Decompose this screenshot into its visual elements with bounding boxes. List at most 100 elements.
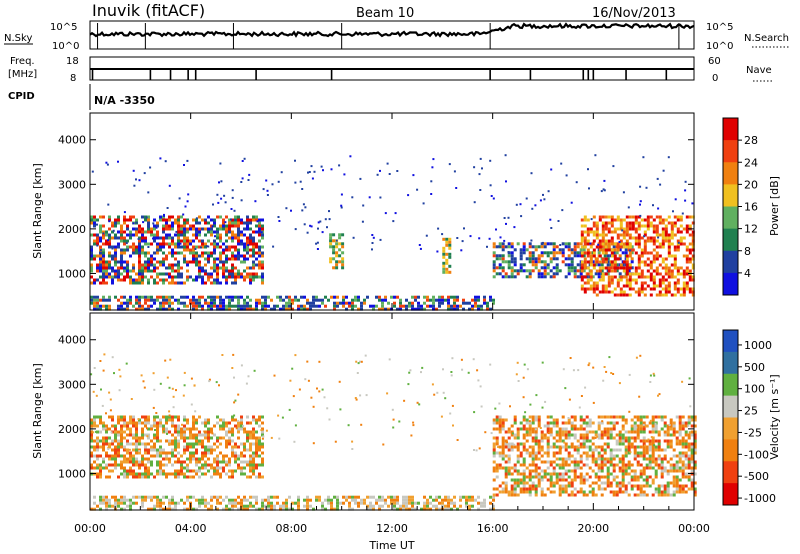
echo-cell [144,242,147,246]
echo-cell [234,266,237,270]
echo-cell [432,498,435,502]
echo-cell [426,504,429,508]
echo-cell [601,227,605,231]
echo-cell [667,233,671,237]
echo-cell [144,457,147,461]
echo-cell [657,442,661,446]
echo-cell [126,469,129,473]
echo-cell [99,251,102,255]
echo-cell [585,463,589,467]
echo-cell [354,304,357,308]
echo-cell [156,242,159,246]
echo-cell [492,451,496,455]
echo-cell [378,307,381,311]
echo-cell [402,304,405,308]
echo-cell [510,242,514,246]
echo-cell [657,484,661,488]
echo-speckle [128,448,131,451]
echo-speckle [304,378,307,381]
echo-speckle [531,207,534,210]
echo-cell [621,478,625,482]
echo-cell [507,275,511,279]
echo-cell [255,301,258,305]
echo-cell [612,493,616,497]
echo-cell [216,507,219,511]
echo-cell [661,242,665,246]
echo-speckle [132,169,135,172]
echo-cell [165,236,168,240]
echo-cell [123,457,126,461]
echo-cell [210,295,213,299]
echo-cell [519,490,523,494]
echo-cell [516,478,520,482]
echo-cell [324,498,327,502]
echo-speckle [444,397,447,400]
echo-cell [168,304,171,308]
echo-cell [687,418,691,422]
echo-cell [651,439,655,443]
echo-cell [231,221,234,225]
echo-cell [225,433,228,437]
echo-cell [144,218,147,222]
echo-cell [186,498,189,502]
echo-speckle [431,383,434,386]
echo-speckle [550,168,553,171]
echo-cell [102,233,105,237]
echo-cell [174,469,177,473]
echo-cell [141,504,144,508]
echo-cell [642,442,646,446]
echo-cell [195,254,198,258]
echo-cell [483,501,486,505]
echo-cell [504,260,508,264]
echo-cell [105,495,108,499]
echo-cell [111,224,114,228]
echo-cell [198,272,201,276]
echo-cell [105,501,108,505]
echo-cell [201,295,204,299]
echo-cell [501,421,505,425]
echo-cell [492,301,495,305]
echo-cell [120,501,123,505]
echo-cell [123,454,126,458]
echo-cell [637,242,641,246]
echo-cell [492,448,496,452]
echo-cell [93,507,96,511]
echo-cell [120,454,123,458]
echo-speckle [590,218,593,221]
echo-speckle [525,197,528,200]
echo-cell [603,457,607,461]
echo-cell [693,433,697,437]
echo-cell [282,304,285,308]
echo-cell [657,454,661,458]
echo-cell [195,436,198,440]
echo-speckle [258,230,261,233]
echo-cell [138,245,141,249]
echo-cell [93,239,96,243]
echo-cell [393,304,396,308]
echo-cell [198,227,201,231]
echo-cell [445,258,449,262]
echo-cell [426,295,429,299]
echo-cell [231,475,234,479]
echo-cell [691,254,695,258]
echo-cell [597,445,601,449]
echo-cell [135,424,138,428]
echo-cell [504,272,508,276]
echo-cell [246,430,249,434]
echo-cell [625,281,629,285]
echo-cell [243,248,246,252]
echo-cell [150,295,153,299]
echo-cell [636,475,640,479]
echo-cell [207,457,210,461]
echo-cell [153,301,156,305]
echo-cell [648,463,652,467]
echo-cell [90,215,93,219]
echo-cell [174,442,177,446]
echo-cell [234,304,237,308]
echo-cell [507,430,511,434]
echo-cell [255,275,258,279]
echo-cell [567,481,571,485]
echo-cell [453,304,456,308]
echo-cell [586,242,590,246]
echo-cell [685,224,689,228]
